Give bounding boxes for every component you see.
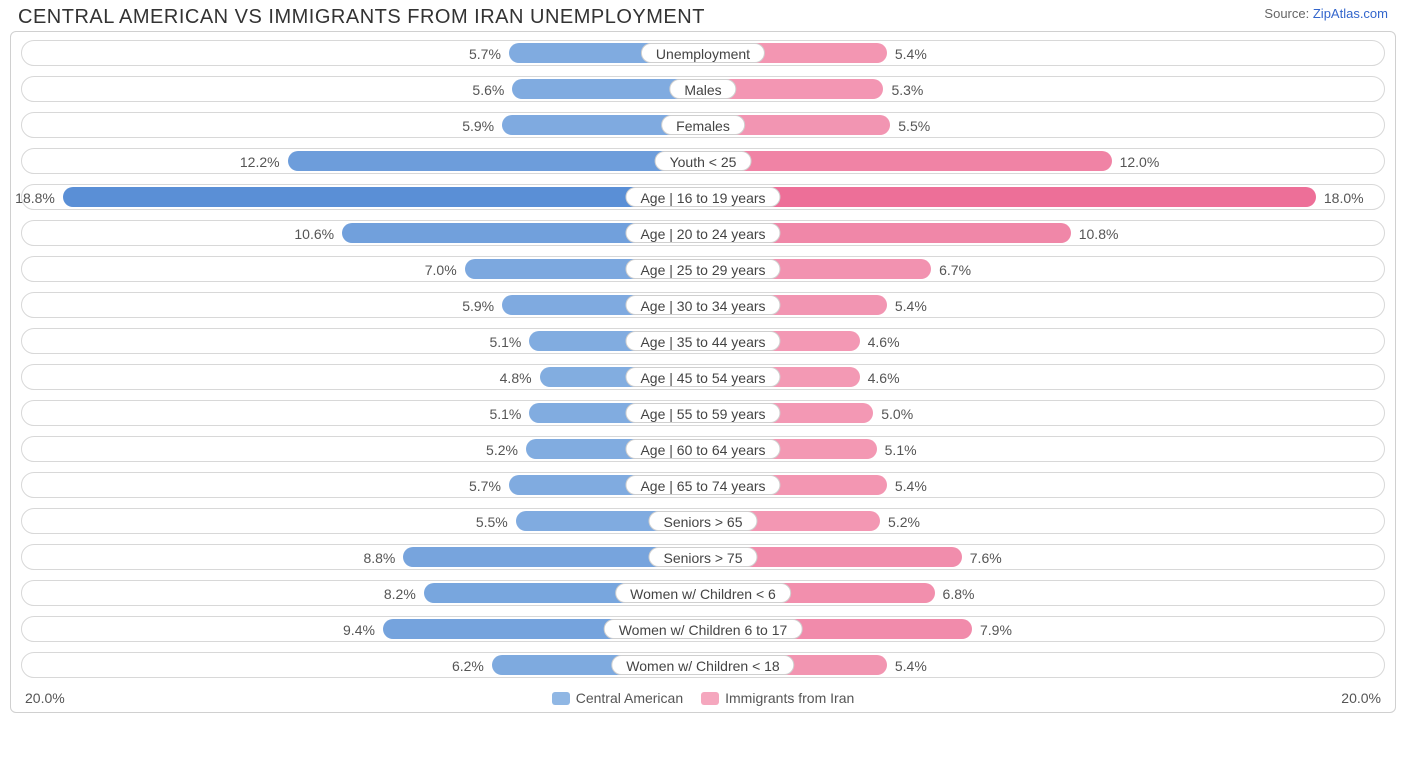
value-right: 6.8% [943,581,975,607]
value-left: 5.7% [469,41,501,67]
value-left: 5.9% [462,113,494,139]
bar-row: 18.8%18.0%Age | 16 to 19 years [21,184,1385,210]
category-label: Age | 30 to 34 years [625,295,780,315]
category-label: Seniors > 75 [649,547,758,567]
value-right: 10.8% [1079,221,1119,247]
bar-row: 7.0% 6.7% Age | 25 to 29 years [21,256,1385,282]
value-left: 4.8% [500,365,532,391]
category-label: Unemployment [641,43,765,63]
bar-row: 10.6% 10.8% Age | 20 to 24 years [21,220,1385,246]
value-right: 4.6% [868,329,900,355]
category-label: Age | 35 to 44 years [625,331,780,351]
bar-row: 5.6% 5.3% Males [21,76,1385,102]
category-label: Males [669,79,736,99]
source-label: Source: [1264,6,1309,21]
value-right: 5.5% [898,113,930,139]
bar-right [703,187,1316,207]
bar-left [63,187,703,207]
bar-row: 5.5% 5.2% Seniors > 65 [21,508,1385,534]
value-right: 12.0% [1120,149,1160,175]
value-right: 7.6% [970,545,1002,571]
value-left: 5.9% [462,293,494,319]
value-left: 5.1% [489,329,521,355]
value-right: 5.4% [895,653,927,679]
bar-row: 5.7% 5.4% Unemployment [21,40,1385,66]
value-left: 8.8% [363,545,395,571]
value-right: 6.7% [939,257,971,283]
legend-item-left: Central American [552,690,683,706]
bar-row: 5.2% 5.1% Age | 60 to 64 years [21,436,1385,462]
value-left: 10.6% [294,221,334,247]
source-link[interactable]: ZipAtlas.com [1313,6,1388,21]
value-left: 5.7% [469,473,501,499]
value-right: 18.0% [1324,185,1364,211]
value-left: 5.6% [472,77,504,103]
chart-footer: 20.0% Central American Immigrants from I… [21,688,1385,706]
chart-title: CENTRAL AMERICAN VS IMMIGRANTS FROM IRAN… [18,6,705,29]
value-right: 5.1% [885,437,917,463]
bar-row: 9.4% 7.9% Women w/ Children 6 to 17 [21,616,1385,642]
bar-right [703,151,1112,171]
value-left: 8.2% [384,581,416,607]
legend-swatch-right [701,692,719,705]
value-left: 7.0% [425,257,457,283]
bar-row: 5.9% 5.4% Age | 30 to 34 years [21,292,1385,318]
value-right: 5.4% [895,473,927,499]
bar-row: 8.8% 7.6% Seniors > 75 [21,544,1385,570]
bar-row: 5.1% 5.0% Age | 55 to 59 years [21,400,1385,426]
bar-row: 12.2% 12.0% Youth < 25 [21,148,1385,174]
value-right: 4.6% [868,365,900,391]
value-right: 5.4% [895,41,927,67]
category-label: Women w/ Children < 6 [615,583,791,603]
category-label: Women w/ Children < 18 [611,655,794,675]
category-label: Age | 45 to 54 years [625,367,780,387]
bar-row: 6.2% 5.4% Women w/ Children < 18 [21,652,1385,678]
value-left: 5.1% [489,401,521,427]
category-label: Age | 60 to 64 years [625,439,780,459]
category-label: Females [661,115,745,135]
diverging-bar-chart: 5.7% 5.4% Unemployment 5.6% 5.3% Males 5.9% 5.5… [10,31,1396,713]
category-label: Women w/ Children 6 to 17 [604,619,803,639]
legend-label-right: Immigrants from Iran [725,690,854,706]
legend: Central American Immigrants from Iran [552,690,855,706]
bar-row: 4.8% 4.6% Age | 45 to 54 years [21,364,1385,390]
value-left: 18.8% [15,185,55,211]
value-right: 5.0% [881,401,913,427]
category-label: Age | 25 to 29 years [625,259,780,279]
bar-left [288,151,703,171]
axis-max-left: 20.0% [25,690,65,706]
category-label: Youth < 25 [655,151,752,171]
value-left: 12.2% [240,149,280,175]
header: CENTRAL AMERICAN VS IMMIGRANTS FROM IRAN… [10,6,1396,31]
legend-label-left: Central American [576,690,683,706]
value-left: 5.5% [476,509,508,535]
bar-row: 5.1% 4.6% Age | 35 to 44 years [21,328,1385,354]
value-right: 5.4% [895,293,927,319]
legend-swatch-left [552,692,570,705]
bar-row: 5.7% 5.4% Age | 65 to 74 years [21,472,1385,498]
legend-item-right: Immigrants from Iran [701,690,854,706]
value-right: 7.9% [980,617,1012,643]
category-label: Age | 20 to 24 years [625,223,780,243]
value-left: 5.2% [486,437,518,463]
value-left: 9.4% [343,617,375,643]
category-label: Age | 55 to 59 years [625,403,780,423]
source-attribution: Source: ZipAtlas.com [1264,6,1388,21]
value-right: 5.2% [888,509,920,535]
value-right: 5.3% [891,77,923,103]
value-left: 6.2% [452,653,484,679]
axis-max-right: 20.0% [1341,690,1381,706]
bar-row: 5.9% 5.5% Females [21,112,1385,138]
bar-row: 8.2% 6.8% Women w/ Children < 6 [21,580,1385,606]
category-label: Seniors > 65 [649,511,758,531]
category-label: Age | 16 to 19 years [625,187,780,207]
category-label: Age | 65 to 74 years [625,475,780,495]
